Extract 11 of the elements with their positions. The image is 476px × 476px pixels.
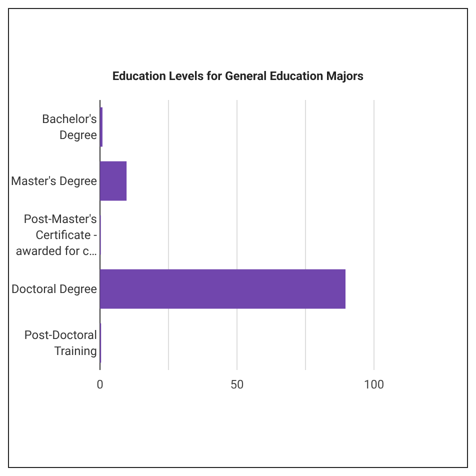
y-tick-label: Bachelor's Degree (42, 112, 97, 142)
y-tick-label: Post-Master's Certificate - awarded for c… (16, 212, 98, 258)
x-tick-label: 50 (230, 378, 244, 392)
y-tick-label: Master's Degree (10, 174, 97, 188)
y-tick-label: Post-Doctoral Training (24, 328, 97, 358)
y-tick-label: Doctoral Degree (11, 282, 97, 296)
x-tick-label: 0 (96, 378, 104, 392)
bar (100, 161, 127, 201)
x-tick-label: 100 (364, 378, 384, 392)
chart-title: Education Levels for General Education Majors (112, 69, 364, 83)
bar (100, 269, 346, 309)
